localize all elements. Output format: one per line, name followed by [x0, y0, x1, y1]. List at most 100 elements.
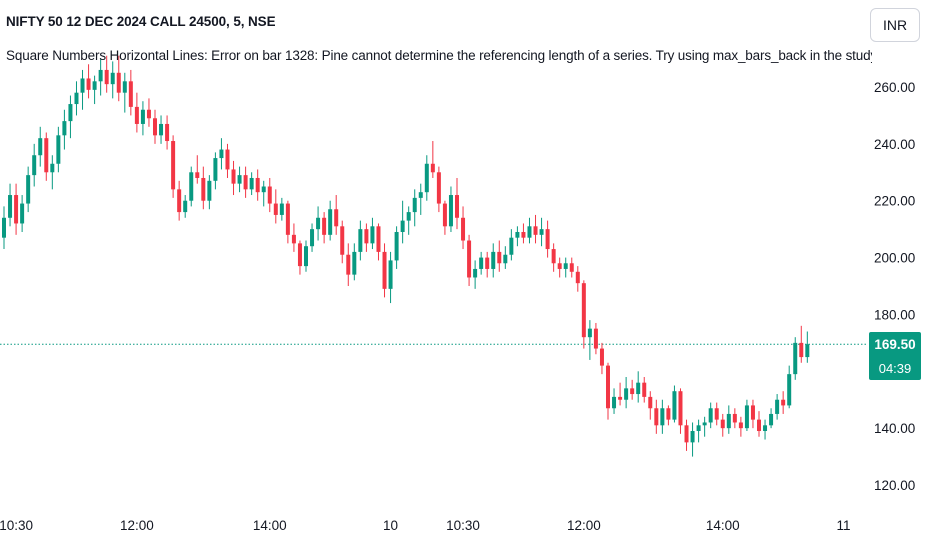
candle[interactable] — [684, 419, 689, 451]
candle[interactable] — [267, 177, 272, 213]
candle[interactable] — [134, 92, 139, 133]
candle[interactable] — [159, 115, 164, 144]
candle[interactable] — [406, 206, 411, 235]
candle[interactable] — [702, 416, 707, 437]
candle[interactable] — [479, 251, 484, 275]
candle[interactable] — [146, 98, 151, 127]
candle[interactable] — [382, 243, 387, 298]
candle[interactable] — [473, 260, 478, 289]
candle[interactable] — [757, 411, 761, 437]
candle[interactable] — [442, 200, 447, 235]
candle[interactable] — [672, 385, 677, 423]
candle[interactable] — [346, 243, 351, 287]
candle[interactable] — [448, 186, 453, 232]
candle[interactable] — [394, 226, 399, 269]
indicator-error-message[interactable]: Square Numbers Horizontal Lines: Error o… — [6, 48, 872, 63]
candle[interactable] — [316, 206, 321, 241]
candle[interactable] — [569, 257, 574, 278]
candle[interactable] — [104, 55, 109, 93]
candle[interactable] — [255, 169, 260, 201]
candle[interactable] — [412, 189, 417, 227]
candle[interactable] — [352, 243, 357, 281]
candle[interactable] — [787, 365, 792, 409]
candle[interactable] — [207, 175, 212, 210]
candle[interactable] — [424, 155, 429, 201]
candle[interactable] — [364, 223, 369, 252]
candle[interactable] — [249, 172, 254, 196]
candle[interactable] — [32, 143, 37, 187]
candle[interactable] — [285, 200, 290, 244]
candle[interactable] — [62, 109, 67, 150]
candle[interactable] — [165, 115, 170, 150]
candle[interactable] — [213, 152, 218, 190]
candle[interactable] — [497, 240, 502, 272]
candle[interactable] — [291, 223, 296, 252]
candle[interactable] — [140, 101, 145, 136]
candle[interactable] — [56, 126, 61, 173]
candle[interactable] — [738, 416, 743, 437]
candle[interactable] — [551, 243, 556, 272]
candle[interactable] — [243, 166, 248, 198]
candle[interactable] — [340, 220, 345, 264]
candle[interactable] — [678, 388, 683, 434]
candle[interactable] — [219, 138, 224, 170]
candle[interactable] — [533, 214, 538, 244]
candle[interactable] — [189, 166, 194, 207]
candle[interactable] — [648, 391, 653, 420]
candle[interactable] — [98, 58, 103, 96]
candle[interactable] — [521, 223, 526, 244]
candle[interactable] — [38, 126, 43, 167]
candle[interactable] — [322, 212, 327, 244]
candle[interactable] — [726, 405, 731, 434]
candle[interactable] — [557, 257, 562, 278]
candle[interactable] — [799, 325, 804, 363]
candle[interactable] — [587, 320, 592, 360]
candle[interactable] — [763, 419, 768, 440]
candle[interactable] — [128, 69, 133, 116]
candle[interactable] — [515, 226, 520, 247]
candle[interactable] — [334, 195, 339, 235]
candle[interactable] — [539, 217, 544, 247]
candle[interactable] — [358, 220, 363, 261]
candle[interactable] — [563, 257, 568, 278]
candle[interactable] — [491, 243, 496, 278]
candle[interactable] — [430, 141, 435, 178]
candle[interactable] — [654, 399, 659, 434]
candle[interactable] — [793, 337, 798, 380]
candle[interactable] — [636, 371, 641, 403]
candle[interactable] — [20, 195, 25, 232]
candle[interactable] — [297, 240, 302, 275]
candle[interactable] — [26, 166, 31, 213]
candle[interactable] — [732, 408, 737, 429]
candle[interactable] — [485, 251, 490, 278]
candle[interactable] — [376, 223, 381, 261]
candle[interactable] — [80, 69, 85, 110]
candle[interactable] — [750, 399, 755, 429]
candle[interactable] — [2, 206, 6, 250]
candle[interactable] — [775, 394, 780, 420]
candle[interactable] — [618, 382, 623, 406]
candle[interactable] — [92, 75, 97, 105]
candle[interactable] — [696, 419, 701, 443]
candle[interactable] — [503, 246, 508, 269]
candle[interactable] — [642, 376, 647, 403]
candle[interactable] — [171, 135, 176, 198]
candle[interactable] — [630, 379, 635, 400]
candle[interactable] — [714, 402, 719, 426]
candle[interactable] — [225, 143, 230, 178]
candle[interactable] — [509, 229, 514, 261]
candle[interactable] — [455, 177, 459, 230]
candle[interactable] — [231, 160, 236, 196]
candle[interactable] — [720, 413, 725, 437]
candle[interactable] — [467, 234, 472, 287]
candle[interactable] — [527, 217, 532, 244]
candle[interactable] — [14, 183, 19, 235]
candle[interactable] — [8, 183, 13, 227]
candle[interactable] — [575, 266, 580, 292]
candle[interactable] — [612, 388, 617, 414]
candle[interactable] — [436, 166, 441, 213]
candle[interactable] — [310, 223, 315, 252]
candle[interactable] — [599, 342, 604, 375]
